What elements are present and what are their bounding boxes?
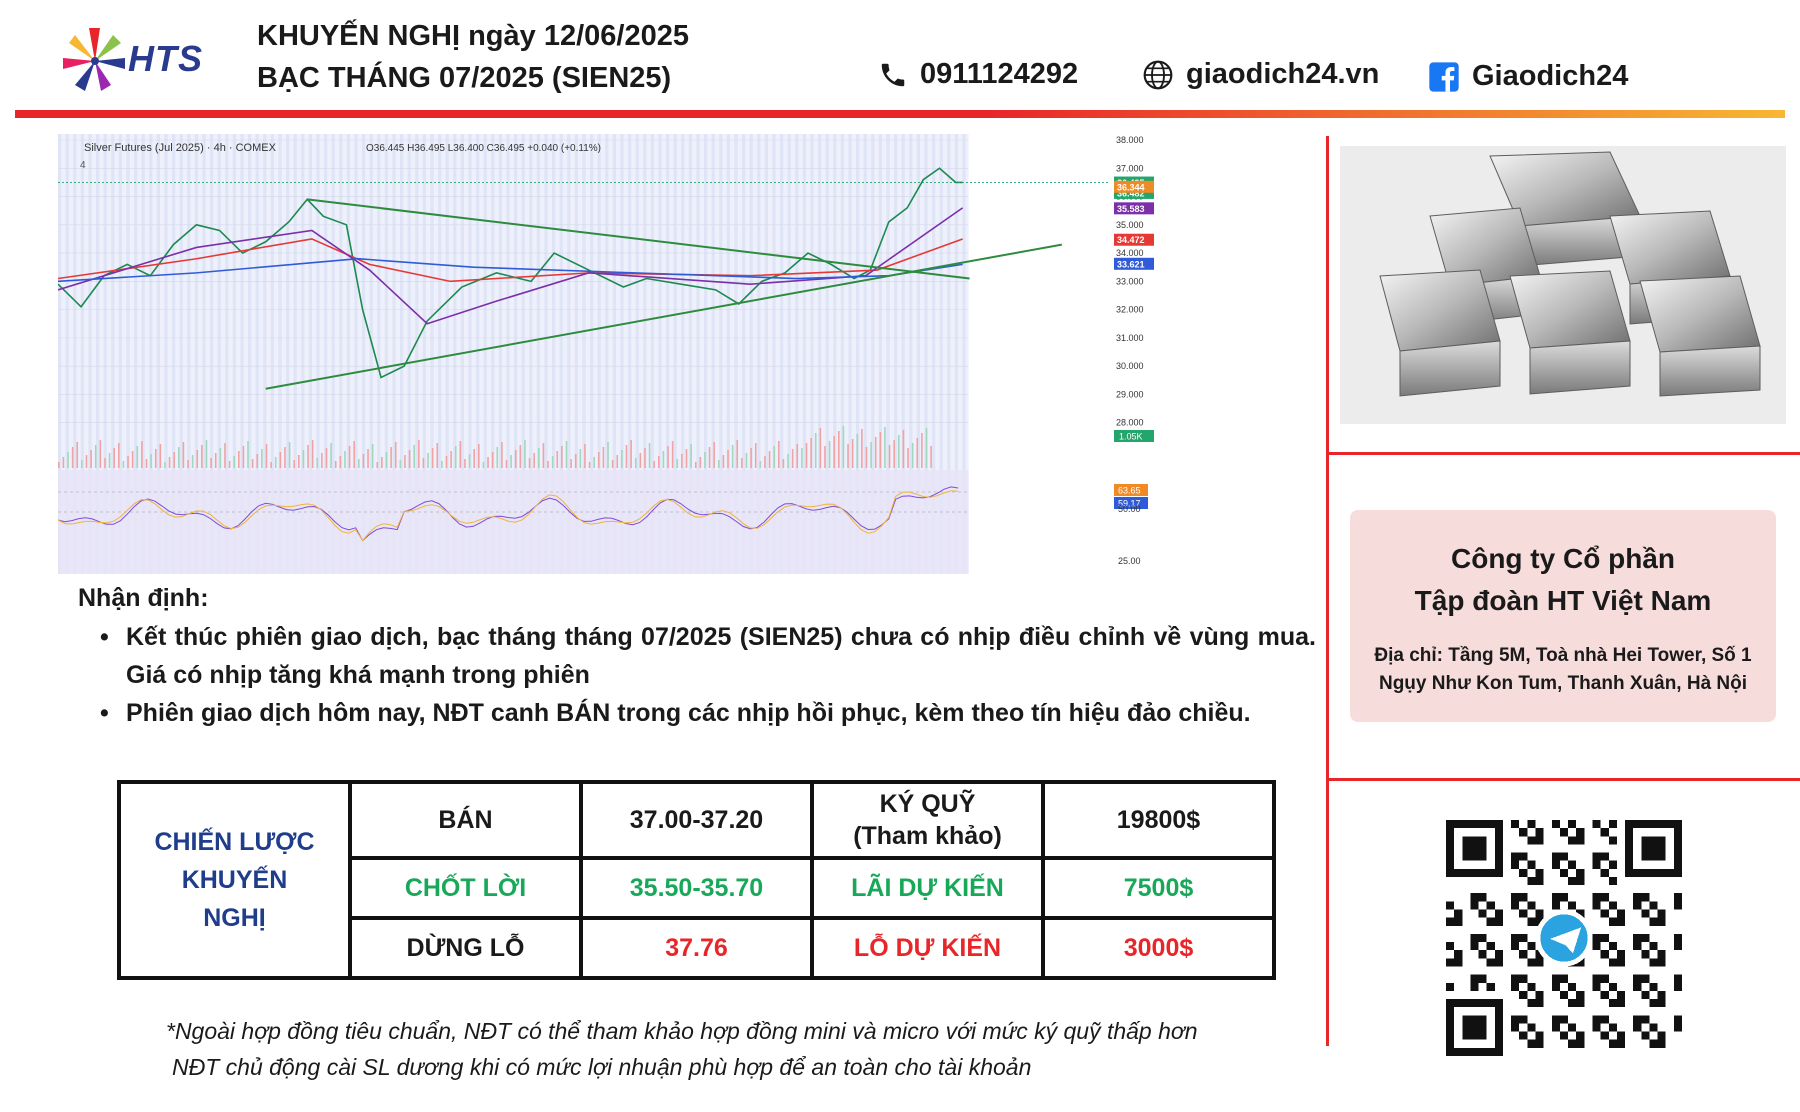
indicator-count: 4 bbox=[80, 160, 86, 171]
price-label-box bbox=[1114, 202, 1154, 215]
chart-title: Silver Futures (Jul 2025) · 4h · COMEX bbox=[84, 142, 277, 154]
phone-icon bbox=[881, 63, 905, 86]
oscillator-label: 63.65 bbox=[1118, 486, 1141, 496]
hts-logo-icon bbox=[63, 28, 125, 91]
oscillator-label-box bbox=[1114, 484, 1148, 496]
volume-label: 1.05K bbox=[1119, 432, 1143, 442]
price-label-box bbox=[1114, 257, 1154, 270]
y-tick-label: 28.000 bbox=[1116, 418, 1144, 428]
price-label: 36.344 bbox=[1117, 182, 1145, 192]
page-title: KHUYẾN NGHỊ ngày 12/06/2025 bbox=[257, 20, 689, 52]
oscillator-tick-label: 25.00 bbox=[1118, 556, 1141, 566]
oscillator-label: 59.17 bbox=[1118, 499, 1141, 509]
y-tick-label: 30.000 bbox=[1116, 361, 1144, 371]
price-label-box bbox=[1114, 233, 1154, 246]
chart-ohlc-legend: O36.445 H36.495 L36.400 C36.495 +0.040 (… bbox=[366, 143, 601, 154]
analysis-heading: Nhận định: bbox=[78, 584, 209, 612]
section-divider bbox=[1326, 778, 1800, 781]
facebook-link[interactable]: Giaodich24 bbox=[1428, 60, 1628, 93]
globe-icon bbox=[1143, 60, 1173, 89]
website-link[interactable]: giaodich24.vn bbox=[1142, 58, 1379, 91]
y-tick-label: 38.000 bbox=[1116, 135, 1144, 145]
oscillator-tick-label: 50.00 bbox=[1118, 504, 1141, 514]
y-tick-label: 33.000 bbox=[1116, 276, 1144, 286]
page-subtitle: BẠC THÁNG 07/2025 (SIEN25) bbox=[257, 62, 672, 94]
company-card: Công ty Cổ phần Tập đoàn HT Việt Nam Địa… bbox=[1350, 510, 1776, 722]
company-name: Công ty Cổ phần Tập đoàn HT Việt Nam bbox=[1414, 543, 1712, 616]
trendline bbox=[265, 243, 1063, 390]
price-cell: 37.76 bbox=[579, 916, 814, 980]
strategy-table: CHIẾN LƯỢC KHUYẾN NGHỊ BÁN 37.00-37.20 K… bbox=[117, 780, 1276, 980]
strategy-label: CHIẾN LƯỢC KHUYẾN NGHỊ bbox=[117, 780, 352, 980]
metric-value-cell: 7500$ bbox=[1041, 856, 1276, 920]
action-cell: BÁN bbox=[348, 780, 583, 860]
price-label-box bbox=[1114, 180, 1154, 193]
chart-series bbox=[58, 167, 1108, 542]
metric-label-cell: LỖ DỰ KIẾN bbox=[810, 916, 1045, 980]
moving-average-line bbox=[58, 257, 963, 283]
y-tick-label: 34.000 bbox=[1116, 248, 1144, 258]
y-tick-label: 29.000 bbox=[1116, 389, 1144, 399]
chart-grid bbox=[58, 139, 969, 513]
qr-code[interactable] bbox=[1446, 820, 1682, 1056]
website-text: giaodich24.vn bbox=[1186, 58, 1380, 90]
phone-contact[interactable]: 0911124292 bbox=[878, 58, 1078, 91]
price-cell: 37.00-37.20 bbox=[579, 780, 814, 860]
volume-label-box bbox=[1114, 430, 1154, 442]
oscillator-line bbox=[58, 486, 959, 542]
logo-text: HTS bbox=[128, 38, 203, 79]
analysis-bullet: Phiên giao dịch hôm nay, NĐT canh BÁN tr… bbox=[100, 694, 1316, 732]
section-divider bbox=[1326, 452, 1800, 455]
price-chart: 38.00037.00036.00035.00034.00033.00032.0… bbox=[58, 134, 1154, 574]
footnote: *Ngoài hợp đồng tiêu chuẩn, NĐT có thể t… bbox=[166, 1018, 1198, 1044]
oscillator-label-box bbox=[1114, 497, 1148, 509]
metric-value-cell: 19800$ bbox=[1041, 780, 1276, 860]
company-address: Địa chỉ: Tầng 5M, Toà nhà Hei Tower, Số … bbox=[1374, 645, 1752, 694]
metric-value-cell: 3000$ bbox=[1041, 916, 1276, 980]
facebook-icon bbox=[1429, 61, 1459, 92]
y-tick-label: 32.000 bbox=[1116, 305, 1144, 315]
moving-average-line bbox=[58, 207, 964, 325]
silver-bars-image bbox=[1340, 146, 1786, 424]
price-cell: 35.50-35.70 bbox=[579, 856, 814, 920]
moving-average-line bbox=[58, 238, 963, 283]
oscillator-signal-line bbox=[58, 490, 959, 542]
y-tick-label: 37.000 bbox=[1116, 163, 1144, 173]
y-tick-label: 31.000 bbox=[1116, 333, 1144, 343]
y-tick-label: 35.000 bbox=[1116, 220, 1144, 230]
metric-label-cell: KÝ QUỸ (Tham khảo) bbox=[810, 780, 1045, 860]
facebook-text: Giaodich24 bbox=[1472, 60, 1629, 92]
phone-number: 0911124292 bbox=[920, 58, 1079, 90]
price-label: 36.482 bbox=[1117, 188, 1145, 198]
chart-background bbox=[58, 134, 969, 574]
price-label: 33.621 bbox=[1117, 259, 1145, 269]
action-cell: DỪNG LỖ bbox=[348, 916, 583, 980]
price-label: 35.583 bbox=[1117, 204, 1145, 214]
price-label: 34.472 bbox=[1117, 235, 1145, 245]
chart-axis-labels: 38.00037.00036.00035.00034.00033.00032.0… bbox=[1114, 135, 1154, 566]
action-cell: CHỐT LỜI bbox=[348, 856, 583, 920]
trendline bbox=[307, 198, 970, 280]
column-divider bbox=[1326, 136, 1329, 1046]
header-divider bbox=[15, 110, 1785, 118]
footnote: NĐT chủ động cài SL dương khi có mức lợi… bbox=[172, 1054, 1032, 1080]
analysis-bullet: Kết thúc phiên giao dịch, bạc tháng thán… bbox=[100, 618, 1316, 694]
metric-label-cell: LÃI DỰ KIẾN bbox=[810, 856, 1045, 920]
